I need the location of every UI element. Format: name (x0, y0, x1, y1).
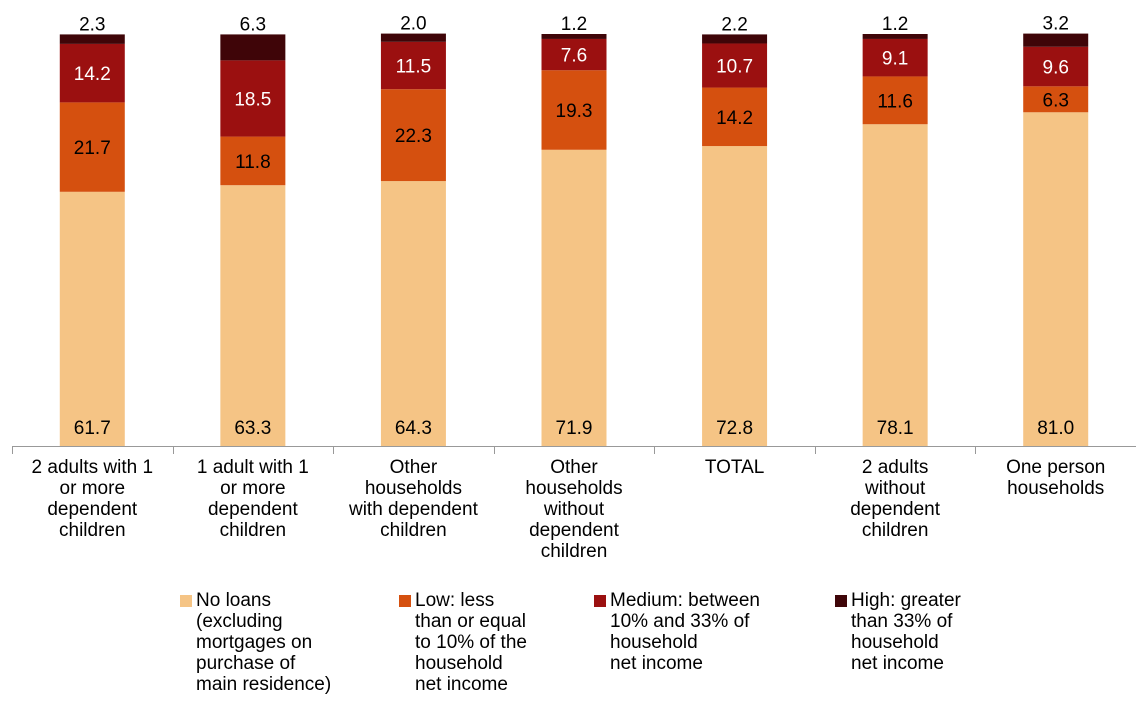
data-label: 78.1 (877, 418, 914, 439)
data-label: 63.3 (234, 418, 271, 439)
legend-item: High: greater than 33% of household net … (835, 590, 961, 674)
category-label: TOTAL (705, 457, 764, 478)
bar-segment (1023, 112, 1089, 446)
data-label: 2.2 (721, 14, 747, 35)
bar-segment (380, 33, 446, 42)
bar-segment (541, 38, 607, 71)
stacked-bar-chart: 61.7 21.7 14.2 2.3 2 adults with 1 or more dep… (12, 14, 1136, 562)
bar-segment (541, 149, 607, 446)
bar-segment (1023, 33, 1089, 47)
data-label: 6.3 (1043, 90, 1069, 111)
category-label: 1 adult with 1 or more dependent children (197, 457, 309, 541)
bar-segment (220, 34, 286, 61)
bar-segment (702, 146, 768, 446)
data-label: 11.8 (235, 152, 271, 173)
category-label: 2 adults with 1 or more dependent children (32, 457, 153, 541)
category-label: Other households without dependent children (525, 457, 622, 562)
legend-item: Medium: between 10% and 33% of household… (594, 590, 760, 674)
bar-segment (1023, 46, 1089, 87)
category-label: 2 adults without dependent children (850, 457, 941, 541)
data-label: 9.6 (1043, 58, 1069, 79)
legend-swatch (835, 595, 847, 607)
legend-swatch (594, 595, 606, 607)
data-label: 3.2 (1043, 14, 1069, 35)
bar-segment (541, 70, 607, 150)
data-label: 14.2 (74, 64, 111, 85)
bar-segment (862, 38, 928, 77)
legend-label: Low: less than or equal to 10% of the ho… (415, 590, 527, 695)
legend-item: Low: less than or equal to 10% of the ho… (399, 590, 527, 695)
data-label: 2.0 (400, 14, 426, 35)
category-label: One person households (1006, 457, 1105, 499)
bar-segment (220, 185, 286, 447)
legend-label: High: greater than 33% of household net … (851, 590, 961, 674)
data-label: 6.3 (240, 14, 266, 35)
data-label: 1.2 (561, 14, 587, 35)
bar-segment (380, 41, 446, 90)
bar-segment (59, 43, 125, 103)
data-label: 21.7 (74, 138, 111, 159)
data-label: 9.1 (882, 49, 908, 70)
bar-segment (1023, 86, 1089, 113)
bar-segment (702, 34, 768, 44)
data-label: 10.7 (716, 57, 753, 78)
legend: No loans (excluding mortgages on purchas… (0, 590, 1136, 703)
bar-segment (702, 87, 768, 147)
bar-segment (220, 60, 286, 137)
data-label: 11.5 (396, 57, 432, 78)
bar-segment (702, 43, 768, 88)
legend-label: Medium: between 10% and 33% of household… (610, 590, 760, 674)
data-label: 2.3 (79, 14, 105, 35)
bar-segment (541, 34, 607, 39)
bar-segment (862, 124, 928, 446)
data-label: 7.6 (561, 46, 587, 67)
legend-swatch (399, 595, 411, 607)
bar-segment (59, 191, 125, 446)
data-label: 61.7 (74, 418, 111, 439)
legend-item: No loans (excluding mortgages on purchas… (180, 590, 331, 695)
legend-label: No loans (excluding mortgages on purchas… (196, 590, 332, 695)
data-label: 71.9 (556, 418, 593, 439)
data-label: 64.3 (395, 418, 432, 439)
data-label: 18.5 (234, 89, 271, 110)
bar-segment (220, 136, 286, 186)
bar-segment (862, 34, 928, 39)
data-label: 72.8 (716, 418, 753, 439)
data-label: 81.0 (1037, 418, 1074, 439)
data-label: 22.3 (395, 126, 432, 147)
bar-segment (380, 181, 446, 447)
data-label: 11.6 (877, 91, 913, 112)
legend-swatch (180, 595, 192, 607)
data-label: 19.3 (556, 101, 593, 122)
bar-segment (59, 34, 125, 44)
bar-segment (59, 102, 125, 192)
category-label: Other households with dependent children (348, 457, 479, 541)
data-label: 1.2 (882, 14, 908, 35)
bar-segment (862, 76, 928, 125)
bar-segment (380, 89, 446, 182)
data-label: 14.2 (716, 108, 753, 129)
